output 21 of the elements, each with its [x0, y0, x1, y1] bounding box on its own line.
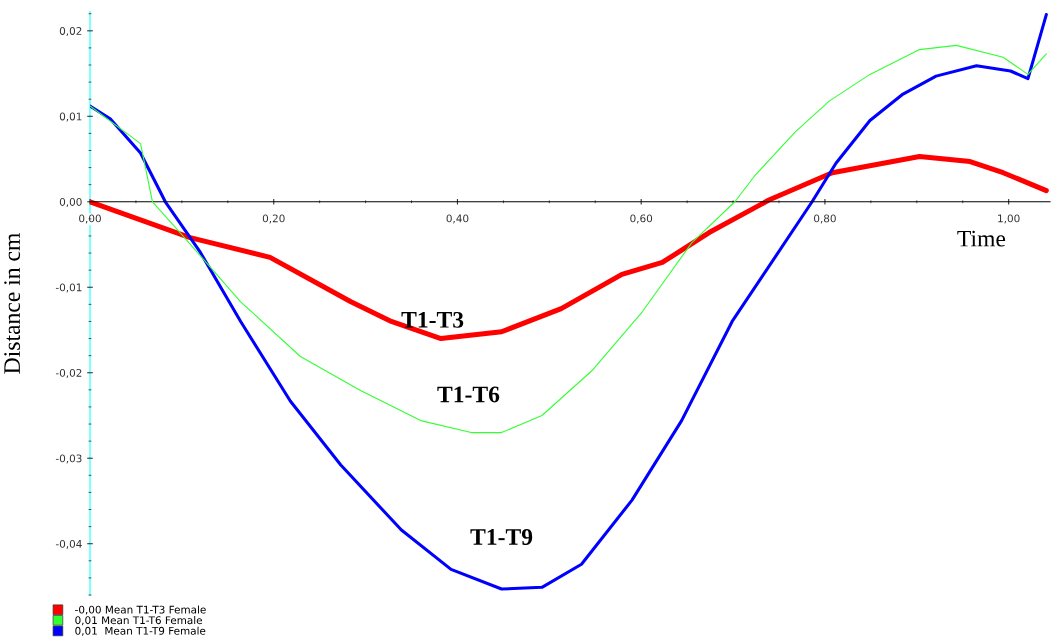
y-axis-title: Distance in cm [4, 233, 21, 374]
x-axis-title: Time [957, 230, 1006, 247]
x-tick-label: 0,20 [262, 214, 285, 224]
x-tick-label: 0,00 [79, 214, 101, 224]
x-tick-label: 0,80 [814, 214, 836, 224]
y-tick-label: -0,04 [55, 539, 82, 549]
y-tick-label: 0,02 [59, 27, 82, 36]
y-tick-label: 0,00 [59, 198, 82, 207]
legend-label: -0,00 Mean T1-T3 Female [75, 605, 206, 615]
legend-label: 0,01 Mean T1-T6 Female [75, 616, 203, 626]
x-tick-label: 0,40 [446, 214, 469, 224]
y-tick-label: -0,03 [55, 454, 82, 464]
y-tick-label: -0,02 [55, 368, 82, 378]
x-tick-label: 0,60 [630, 214, 653, 224]
x-tick-label: 1,00 [998, 214, 1020, 224]
annotation: T1-T9 [470, 529, 533, 545]
legend-label: 0,01 Mean T1-T9 Female [75, 626, 206, 636]
y-tick-label: 0,01 [59, 112, 82, 122]
y-tick-label: -0,01 [55, 283, 82, 293]
annotation: T1-T6 [437, 386, 500, 403]
annotation: T1-T3 [401, 311, 464, 328]
